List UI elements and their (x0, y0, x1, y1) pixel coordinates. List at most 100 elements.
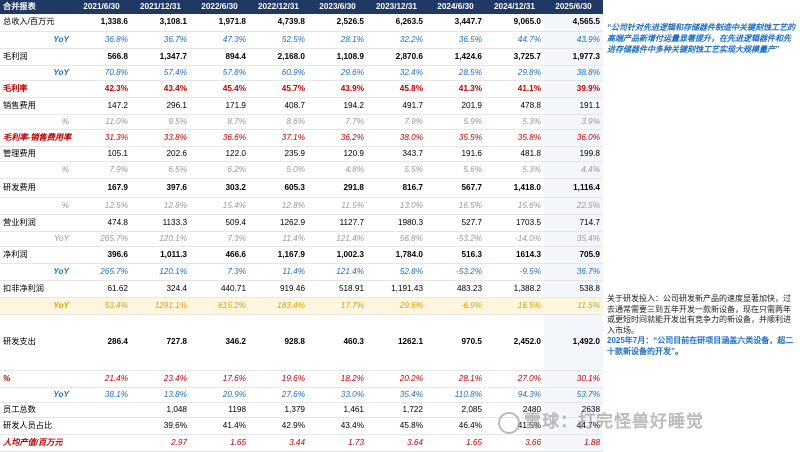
table-cell (72, 417, 131, 435)
table-cell: 9,065.0 (485, 14, 544, 32)
table-row: 研发人员占比 39.6% 41.4% 42.9% 43.4% 45.8% 46.4% 41.5… (0, 417, 603, 435)
table-cell: 286.4 (72, 314, 131, 371)
table-cell: 474.8 (72, 214, 131, 232)
row-label: 研发费用 (0, 178, 72, 198)
table-cell: 1,492.0 (544, 314, 603, 371)
table-cell: 36.5% (426, 31, 485, 49)
table-cell: 478.8 (485, 97, 544, 115)
table-cell: 32.4% (367, 65, 426, 81)
watermark-text: 雪球：打完怪兽好睡觉 (524, 412, 704, 431)
table-row: % 7.9% 6.5% 6.2% 5.0% 4.8% 5.5% 5.6% 5.3% 4.4% (0, 161, 603, 179)
table-cell: 43.9% (544, 31, 603, 49)
table-cell: 1,461 (308, 402, 367, 418)
table-cell: 491.7 (367, 97, 426, 115)
table-row: 毛利率-销售费用率 31.3% 33.8% 36.6% 37.1% 36.2% 38.0% 3… (0, 129, 603, 147)
table-cell: 509.4 (190, 214, 249, 232)
table-cell: 36.2% (308, 129, 367, 147)
table-cell: 45.7% (249, 80, 308, 98)
table-cell: 3.66 (485, 434, 544, 452)
table-cell: 36.6% (190, 129, 249, 147)
table-cell: 2,870.6 (367, 48, 426, 66)
table-header-row: 合并报表 2021/6/30 2021/12/31 2022/6/30 2022/12/… (0, 0, 603, 14)
table-cell: 27.6% (249, 387, 308, 403)
table-cell: 1703.5 (485, 214, 544, 232)
table-cell: 22.5% (544, 197, 603, 215)
table-cell: 3,108.1 (131, 14, 190, 32)
table-cell: 11.4% (249, 263, 308, 281)
table-cell: 1291.1% (131, 297, 190, 315)
table-cell: 201.9 (426, 97, 485, 115)
business-quote-note: “公司针对先进逻辑和存储器件制造中关键刻蚀工艺的高端产品新增付运量显著提升，在先… (607, 23, 795, 54)
table-cell: 466.6 (190, 246, 249, 264)
table-cell: 12.8% (131, 197, 190, 215)
table-cell: 167.9 (72, 178, 131, 198)
table-cell: 70.8% (72, 65, 131, 81)
table-cell: 605.3 (249, 178, 308, 198)
table-row: % 12.5% 12.8% 15.4% 12.8% 11.5% 13.0% 16.5% 15.6… (0, 197, 603, 215)
table-cell: 1.73 (308, 434, 367, 452)
table-cell: 23.4% (131, 370, 190, 388)
table-cell: 6.2% (190, 161, 249, 179)
table-cell: 1,116.4 (544, 178, 603, 198)
table-cell: 110.8% (426, 387, 485, 403)
table-cell: 39.9% (544, 80, 603, 98)
table-cell: 36.0% (544, 129, 603, 147)
table-cell: 43.4% (131, 80, 190, 98)
table-cell: 27.0% (485, 370, 544, 388)
table-cell: 2,452.0 (485, 314, 544, 371)
table-cell: 1127.7 (308, 214, 367, 232)
table-cell: 5.3% (485, 114, 544, 130)
row-label: % (0, 197, 72, 215)
table-cell: 57.8% (190, 65, 249, 81)
rnd-note-title: 关于研发投入： (607, 294, 663, 303)
table-row: 毛利率 42.3% 43.4% 45.4% 45.7% 43.9% 45.8% 41.3% 41… (0, 80, 603, 98)
table-cell: 2638 (544, 402, 603, 418)
table-cell: 56.8% (367, 231, 426, 247)
table-cell: 199.8 (544, 146, 603, 162)
table-row: YoY 36.8% 36.7% 47.3% 52.5% 28.1% 32.2% 36.5% 44… (0, 31, 603, 49)
table-cell: 32.2% (367, 31, 426, 49)
table-cell: 5.9% (426, 114, 485, 130)
table-cell: 2.97 (131, 434, 190, 452)
table-cell: 291.8 (308, 178, 367, 198)
table-cell: 53.7% (544, 387, 603, 403)
rnd-investment-note: 关于研发投入：公司研发新产品的速度显著加快，过去通常需要三到五年开发一款新设备，… (607, 294, 797, 336)
table-cell: 1.88 (544, 434, 603, 452)
table-cell: 21.4% (72, 370, 131, 388)
table-cell: 120.1% (131, 231, 190, 247)
table-cell: 44.7% (485, 31, 544, 49)
table-cell: 47.3% (190, 31, 249, 49)
snowball-logo-icon (498, 411, 520, 434)
table-cell: 19.6% (249, 370, 308, 388)
table-row: 毛利润 566.8 1,347.7 894.4 2,168.0 1,108.9 2,870.… (0, 48, 603, 66)
table-cell: 6.5% (131, 161, 190, 179)
table-row: YoY 70.8% 57.4% 57.8% 60.9% 29.6% 32.4% 28.5% 29… (0, 65, 603, 81)
table-cell: 11.5% (308, 197, 367, 215)
table-cell: 919.46 (249, 280, 308, 298)
table-cell: 1,388.2 (485, 280, 544, 298)
table-cell: 41.1% (485, 80, 544, 98)
table-cell: 57.4% (131, 65, 190, 81)
row-label: YoY (0, 263, 72, 281)
table-cell: 29.8% (485, 65, 544, 81)
table-cell: 29.6% (367, 297, 426, 315)
table-cell: 33.0% (308, 387, 367, 403)
header-period: 2022/6/30 (190, 0, 249, 14)
header-period: 2025/6/30 (544, 0, 603, 14)
table-cell: 538.8 (544, 280, 603, 298)
table-row: YoY 265.7% 120.1% 7.3% 11.4% 121.4% 52.8% -53.2… (0, 263, 603, 281)
table-cell: 3,447.7 (426, 14, 485, 32)
table-cell: -9.5% (485, 263, 544, 281)
table-row: 扣非净利润 61.62 324.4 440.71 919.46 518.91 1,191.4… (0, 280, 603, 298)
table-cell: 3.64 (367, 434, 426, 452)
row-label: 管理费用 (0, 146, 72, 162)
table-cell: 343.7 (367, 146, 426, 162)
table-cell: 727.8 (131, 314, 190, 371)
table-cell: 12.5% (72, 197, 131, 215)
table-cell: 1,347.7 (131, 48, 190, 66)
row-label: 研发支出 (0, 314, 72, 371)
table-cell: 16.5% (426, 197, 485, 215)
table-cell: 408.7 (249, 97, 308, 115)
table-cell: 1,977.3 (544, 48, 603, 66)
